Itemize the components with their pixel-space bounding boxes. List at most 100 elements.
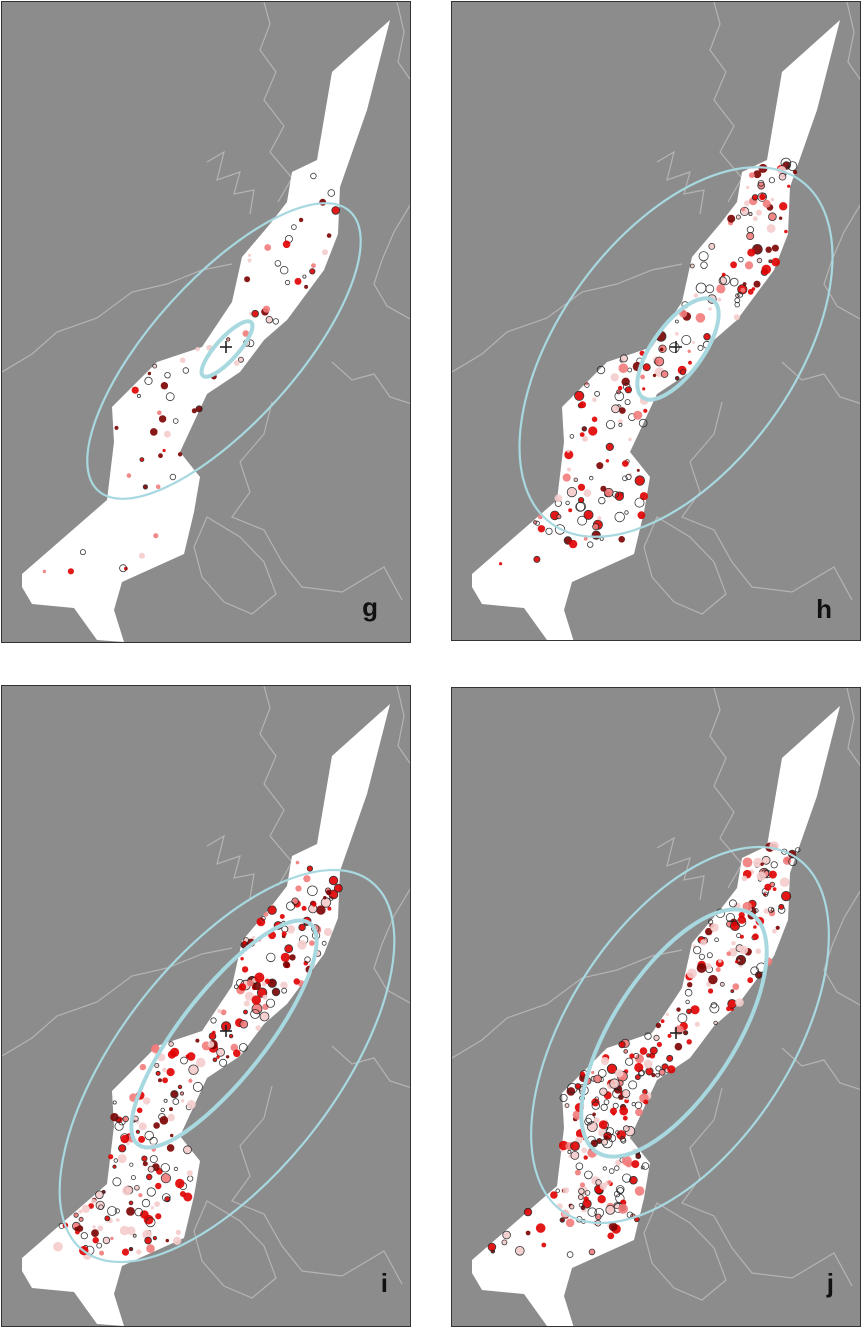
event-point xyxy=(136,393,141,398)
epicentre-marker xyxy=(220,341,232,353)
event-point xyxy=(742,857,753,868)
event-point xyxy=(674,319,679,324)
coastline xyxy=(396,2,410,81)
event-point xyxy=(596,462,604,470)
event-point xyxy=(606,1063,618,1075)
event-point xyxy=(267,905,277,915)
event-point xyxy=(535,1223,546,1233)
event-point xyxy=(735,960,739,964)
event-point xyxy=(756,257,763,264)
event-point xyxy=(674,1042,683,1051)
event-point xyxy=(252,935,256,939)
event-point xyxy=(80,1232,88,1240)
event-point xyxy=(710,923,719,932)
event-point xyxy=(619,407,626,414)
event-point xyxy=(629,1175,638,1185)
event-point xyxy=(737,915,746,924)
event-point xyxy=(795,847,801,853)
event-point xyxy=(173,1166,178,1171)
event-point xyxy=(608,1222,618,1232)
map-panel-h: h xyxy=(451,1,861,641)
event-point xyxy=(622,1115,628,1121)
event-point xyxy=(327,906,332,911)
event-point xyxy=(708,988,714,994)
event-point xyxy=(757,181,766,190)
coastline xyxy=(681,401,853,601)
event-point xyxy=(718,959,722,963)
event-point xyxy=(667,1033,672,1038)
event-point xyxy=(625,473,632,481)
event-point xyxy=(721,272,726,277)
event-point xyxy=(638,418,648,428)
event-point xyxy=(615,1193,625,1204)
event-point xyxy=(697,344,704,351)
event-point xyxy=(159,1116,169,1125)
event-point xyxy=(778,172,787,181)
event-point xyxy=(577,1194,584,1201)
event-point xyxy=(592,523,600,531)
event-point xyxy=(605,1127,615,1136)
map-canvas xyxy=(452,688,860,1326)
event-point xyxy=(639,492,648,501)
event-point xyxy=(638,1069,645,1076)
event-point xyxy=(142,1097,151,1105)
event-point xyxy=(713,1020,718,1026)
event-point xyxy=(96,1242,103,1249)
event-point xyxy=(685,999,690,1005)
event-point xyxy=(605,442,614,451)
event-point xyxy=(614,1165,620,1171)
event-point xyxy=(642,1089,648,1095)
event-point xyxy=(225,1055,230,1059)
event-point xyxy=(620,1137,627,1144)
event-point xyxy=(280,266,289,275)
event-point xyxy=(583,509,594,520)
event-point xyxy=(168,1041,174,1047)
event-point xyxy=(590,1139,599,1148)
event-point xyxy=(284,944,294,954)
event-point xyxy=(165,392,175,402)
event-point xyxy=(578,496,585,504)
event-point xyxy=(674,375,680,381)
event-point xyxy=(244,276,251,283)
study-region xyxy=(472,20,840,640)
event-point xyxy=(142,484,148,490)
event-point xyxy=(107,1206,117,1216)
event-point xyxy=(581,426,587,432)
event-point xyxy=(779,202,788,211)
event-point xyxy=(265,998,276,1008)
event-point xyxy=(128,1200,134,1206)
event-point xyxy=(295,885,302,892)
event-point xyxy=(251,1003,263,1015)
event-point xyxy=(192,1081,203,1092)
event-point xyxy=(595,1179,602,1186)
event-point xyxy=(747,248,756,257)
event-point xyxy=(155,1182,162,1190)
event-point xyxy=(599,1087,608,1096)
event-point xyxy=(99,1250,105,1256)
event-point xyxy=(248,253,252,257)
event-point xyxy=(624,386,632,394)
event-point xyxy=(115,1218,120,1222)
panel-label: i xyxy=(380,1268,388,1298)
event-point xyxy=(715,967,721,973)
event-point xyxy=(698,953,705,960)
event-point xyxy=(599,1182,607,1190)
event-point xyxy=(766,224,776,233)
event-point xyxy=(588,426,598,436)
event-point xyxy=(602,1166,607,1171)
event-point xyxy=(675,332,679,336)
event-point xyxy=(523,1207,533,1217)
event-point xyxy=(605,459,610,463)
map-canvas xyxy=(2,686,410,1326)
event-point xyxy=(272,318,279,325)
coastline xyxy=(231,1085,403,1285)
event-point xyxy=(251,995,261,1005)
event-point xyxy=(634,1186,645,1196)
event-point xyxy=(610,373,619,382)
event-point xyxy=(226,337,231,342)
event-point xyxy=(708,307,712,311)
event-point xyxy=(95,1190,104,1200)
event-point xyxy=(98,1204,104,1210)
event-point xyxy=(605,1205,616,1215)
event-point xyxy=(658,1068,666,1076)
